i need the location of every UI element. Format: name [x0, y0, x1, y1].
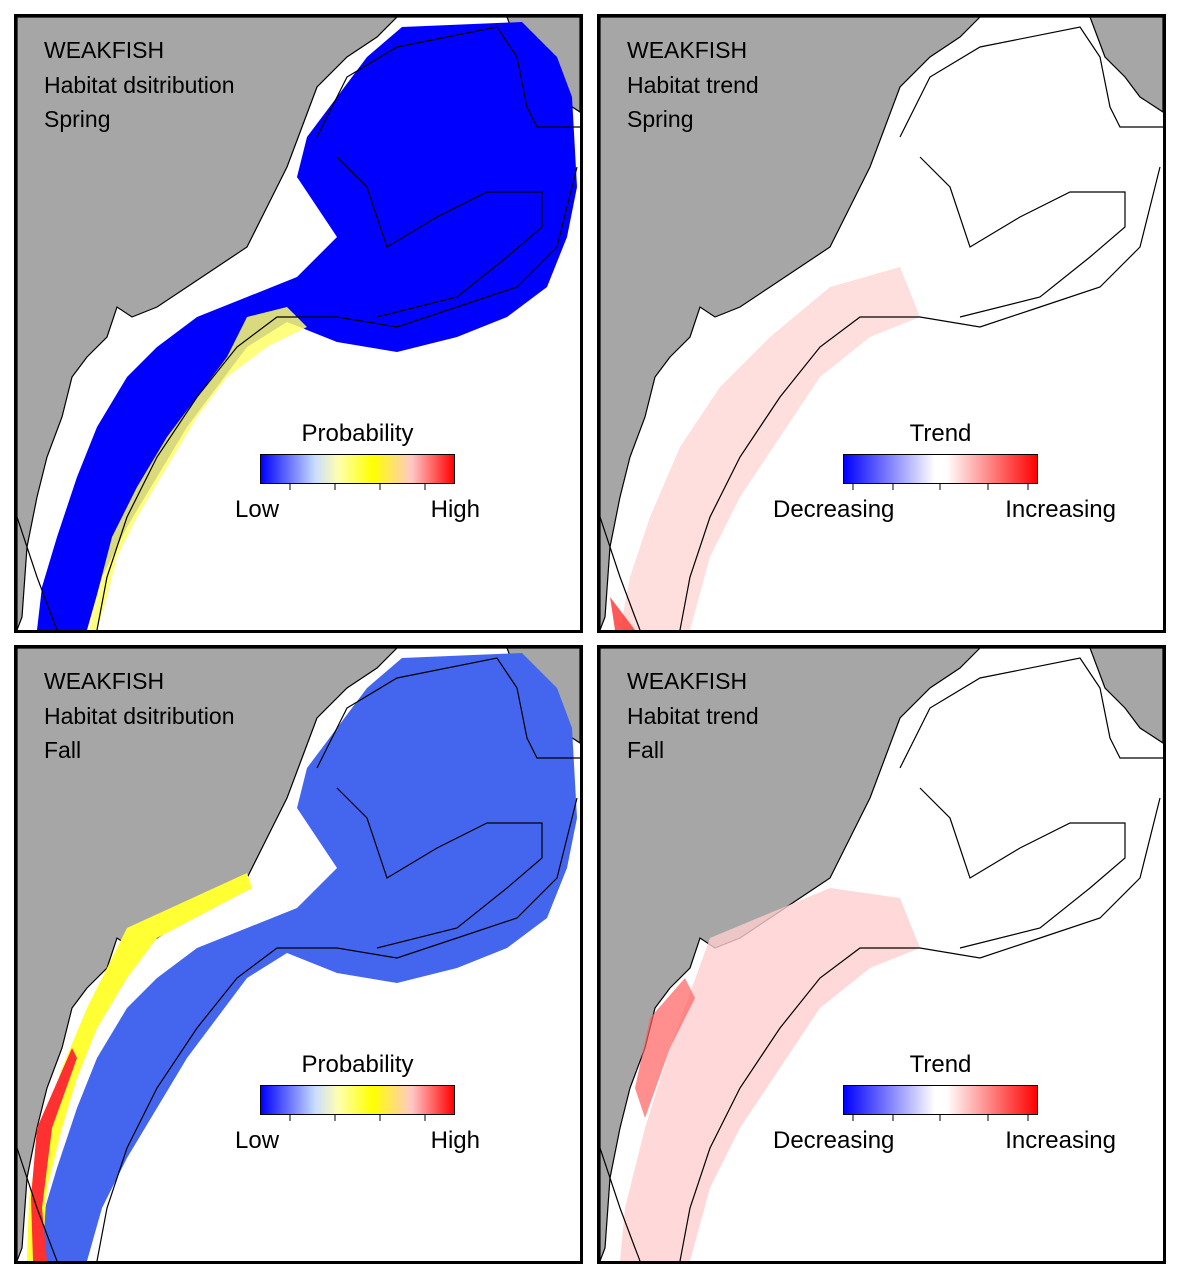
land-mass: [1089, 648, 1163, 744]
map-panel-trend-fall: WEAKFISH Habitat trend Fall Trend Decrea…: [597, 645, 1166, 1264]
legend-high-label: High: [430, 496, 480, 523]
depth-contour: [899, 657, 1163, 769]
legend-high-label: Increasing: [1005, 496, 1116, 523]
season-name: Spring: [44, 106, 111, 132]
legend-ticks: [289, 484, 426, 490]
trend-field: [620, 267, 920, 630]
trend-map-spring: [600, 17, 1163, 630]
panel-title-block: WEAKFISH Habitat trend Fall: [627, 664, 759, 768]
legend-colorbar: [843, 454, 1038, 484]
trend-hotspot: [610, 597, 635, 630]
depth-contour: [316, 657, 580, 769]
panel-title-block: WEAKFISH Habitat dsitribution Spring: [44, 33, 235, 137]
depth-contour: [17, 1147, 58, 1261]
legend-title: Trend: [909, 1051, 972, 1078]
depth-contour: [336, 787, 543, 949]
depth-contour: [679, 797, 1161, 1261]
legend-colorbar: [843, 1085, 1038, 1115]
trend-legend: Trend Decreasing Increasing: [773, 420, 1116, 524]
legend-colorbar: [260, 1085, 455, 1115]
species-name: WEAKFISH: [44, 668, 165, 694]
probability-legend: Probability Low High: [235, 420, 480, 524]
legend-ticks: [852, 1115, 1029, 1121]
season-name: Fall: [44, 737, 82, 763]
map-panel-habitat-fall: WEAKFISH Habitat dsitribution Fall Proba…: [14, 645, 583, 1264]
metric-name: Habitat trend: [627, 71, 759, 98]
legend-ticks: [289, 1115, 426, 1121]
legend-colorbar: [260, 454, 455, 484]
season-name: Fall: [627, 737, 665, 763]
trend-legend: Trend Decreasing Increasing: [773, 1051, 1116, 1155]
probability-legend: Probability Low High: [235, 1051, 480, 1155]
depth-contour: [679, 166, 1161, 630]
depth-contour: [600, 1147, 641, 1261]
legend-low-label: Low: [235, 496, 280, 523]
depth-contour: [336, 156, 543, 318]
metric-name: Habitat dsitribution: [44, 702, 235, 729]
depth-contour: [919, 156, 1126, 318]
legend-title: Trend: [909, 420, 972, 447]
panel-title-block: WEAKFISH Habitat dsitribution Fall: [44, 664, 235, 768]
metric-name: Habitat dsitribution: [44, 71, 235, 98]
habitat-field: [37, 653, 577, 1261]
depth-contour: [96, 166, 578, 630]
legend-low-label: Decreasing: [773, 496, 895, 523]
legend-high-label: Increasing: [1005, 1127, 1116, 1154]
legend-title: Probability: [301, 1051, 414, 1078]
legend-low-label: Low: [235, 1127, 280, 1154]
depth-contour: [919, 787, 1126, 949]
legend-title: Probability: [301, 420, 414, 447]
depth-contour: [17, 516, 58, 630]
habitat-map-fall: [17, 648, 580, 1261]
habitat-map-spring: [17, 17, 580, 630]
depth-contour: [316, 26, 580, 138]
land-mass: [1089, 17, 1163, 113]
legend-low-label: Decreasing: [773, 1127, 895, 1154]
trend-map-fall: [600, 648, 1163, 1261]
metric-name: Habitat trend: [627, 702, 759, 729]
legend-high-label: High: [430, 1127, 480, 1154]
species-name: WEAKFISH: [627, 668, 748, 694]
legend-ticks: [852, 484, 1029, 490]
season-name: Spring: [627, 106, 694, 132]
depth-contour: [899, 26, 1163, 138]
panel-title-block: WEAKFISH Habitat trend Spring: [627, 33, 759, 137]
map-panel-habitat-spring: WEAKFISH Habitat dsitribution Spring Pro…: [14, 14, 583, 633]
coastal-hotspot: [31, 1048, 77, 1261]
habitat-field: [37, 22, 577, 630]
species-name: WEAKFISH: [44, 37, 165, 63]
trend-field: [620, 888, 920, 1261]
trend-hotspot: [635, 978, 695, 1118]
map-panel-trend-spring: WEAKFISH Habitat trend Spring Trend Decr…: [597, 14, 1166, 633]
depth-contour: [96, 797, 578, 1261]
depth-contour: [600, 516, 641, 630]
species-name: WEAKFISH: [627, 37, 748, 63]
